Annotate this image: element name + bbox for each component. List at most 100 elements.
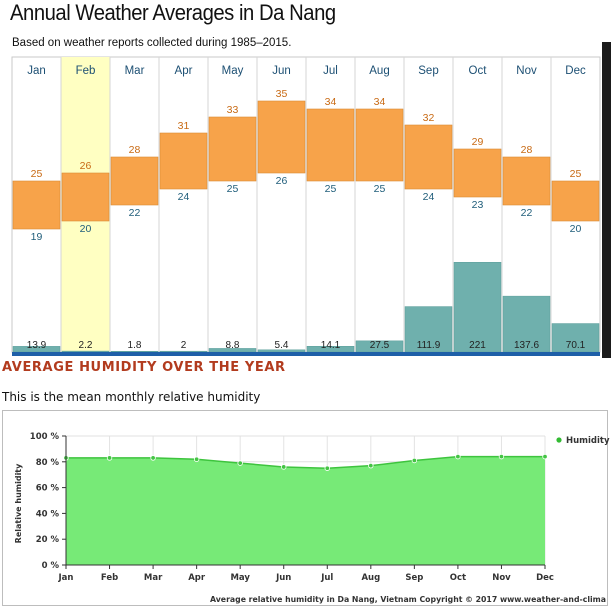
humidity-x-tick-label: Mar — [144, 573, 163, 583]
high-temp-label: 25 — [570, 168, 582, 180]
temperature-band — [12, 180, 61, 230]
humidity-y-tick-label: 20 % — [36, 535, 60, 545]
right-edge-strip — [602, 42, 611, 358]
high-temp-label: 28 — [129, 144, 141, 156]
humidity-x-tick-label: Apr — [188, 573, 206, 583]
month-label: Mar — [125, 65, 145, 77]
precipitation-label: 137.6 — [514, 340, 539, 351]
low-temp-label: 20 — [80, 223, 92, 235]
high-temp-label: 34 — [325, 96, 337, 108]
humidity-x-tick-label: Jul — [320, 573, 333, 583]
temperature-band — [551, 180, 600, 222]
precipitation-label: 2.2 — [79, 340, 93, 351]
month-label: Dec — [565, 65, 586, 77]
month-label: Jan — [27, 65, 46, 77]
weather-chart-subtitle: Based on weather reports collected durin… — [12, 37, 292, 49]
precipitation-label: 27.5 — [370, 340, 390, 351]
humidity-legend-marker — [556, 437, 562, 443]
month-label: May — [222, 65, 244, 77]
humidity-y-tick-label: 80 % — [36, 458, 60, 468]
precipitation-label: 70.1 — [566, 340, 586, 351]
precipitation-label: 221 — [469, 340, 486, 351]
humidity-x-tick-label: Jun — [275, 573, 291, 583]
low-temp-label: 26 — [276, 175, 288, 187]
humidity-line — [66, 455, 545, 470]
month-label: Feb — [76, 65, 96, 77]
humidity-x-tick-label: Sep — [405, 573, 423, 583]
low-temp-label: 22 — [521, 207, 533, 219]
low-temp-label: 24 — [178, 191, 190, 203]
temperature-band — [159, 132, 208, 190]
month-label: Aug — [369, 65, 389, 77]
precipitation-bar — [502, 295, 551, 353]
temperature-band — [61, 172, 110, 222]
month-label: Sep — [418, 65, 438, 77]
month-label: Oct — [469, 65, 488, 77]
weather-chart-baseline — [12, 352, 600, 356]
temperature-band — [502, 156, 551, 206]
month-label: Jun — [272, 65, 291, 77]
humidity-y-tick-label: 60 % — [36, 484, 60, 494]
humidity-point — [150, 455, 156, 461]
high-temp-label: 26 — [80, 160, 92, 172]
low-temp-label: 23 — [472, 199, 484, 211]
temperature-band — [355, 108, 404, 182]
humidity-point — [281, 464, 287, 470]
precipitation-label: 1.8 — [128, 340, 142, 351]
precipitation-label: 111.9 — [417, 340, 441, 351]
humidity-x-tick-label: Aug — [361, 573, 380, 583]
humidity-section-heading: AVERAGE HUMIDITY OVER THE YEAR — [2, 360, 286, 375]
humidity-x-tick-label: Nov — [492, 573, 511, 583]
humidity-point — [368, 462, 374, 469]
humidity-point — [411, 457, 418, 464]
precipitation-label: 2 — [181, 340, 187, 351]
temperature-band — [453, 148, 502, 198]
precipitation-bar — [404, 306, 453, 353]
high-temp-label: 25 — [31, 168, 43, 180]
precipitation-label: 13.9 — [27, 340, 47, 351]
low-temp-label: 25 — [374, 183, 386, 195]
humidity-y-tick-label: 40 % — [36, 509, 60, 519]
temperature-band — [208, 116, 257, 182]
precipitation-label: 14.1 — [321, 340, 341, 351]
low-temp-label: 25 — [325, 183, 337, 195]
precipitation-label: 5.4 — [275, 340, 289, 351]
humidity-x-tick-label: Feb — [101, 573, 118, 583]
high-temp-label: 32 — [423, 112, 435, 124]
humidity-area — [66, 456, 545, 565]
high-temp-label: 34 — [374, 96, 386, 108]
temperature-band — [110, 156, 159, 206]
humidity-x-tick-label: Jan — [58, 573, 74, 583]
low-temp-label: 20 — [570, 223, 582, 235]
humidity-x-tick-label: Oct — [450, 573, 466, 583]
humidity-point — [193, 456, 200, 462]
humidity-point — [324, 465, 330, 471]
humidity-y-tick-label: 100 % — [30, 432, 60, 442]
low-temp-label: 25 — [227, 183, 239, 195]
high-temp-label: 33 — [227, 104, 239, 116]
month-label: Jul — [323, 65, 338, 77]
precipitation-label: 8.8 — [226, 340, 240, 351]
temperature-band — [257, 100, 306, 174]
temperature-band — [404, 124, 453, 190]
humidity-chart-footer: Average relative humidity in Da Nang, Vi… — [210, 595, 606, 604]
high-temp-label: 29 — [472, 136, 484, 148]
high-temp-label: 28 — [521, 144, 533, 156]
precipitation-bar — [551, 323, 600, 353]
humidity-point — [237, 460, 243, 466]
month-label: Apr — [175, 65, 193, 77]
humidity-x-tick-label: Dec — [536, 573, 554, 583]
humidity-point — [542, 453, 548, 460]
high-temp-label: 35 — [276, 88, 288, 100]
humidity-legend-label: Humidity — [566, 436, 610, 446]
weather-chart-title: Annual Weather Averages in Da Nang — [10, 0, 336, 25]
month-label: Nov — [516, 65, 537, 77]
low-temp-label: 22 — [129, 207, 141, 219]
weather-averages-chart: Jan 13.9 25 19 Feb 2.2 26 20 Mar 1.8 28 22 Apr 2 31 24 M… — [11, 42, 611, 358]
humidity-section-description: This is the mean monthly relative humidi… — [2, 390, 261, 404]
humidity-point — [106, 455, 113, 461]
low-temp-label: 19 — [31, 231, 43, 243]
temperature-band — [306, 108, 355, 182]
humidity-y-axis-label: Relative humidity — [14, 463, 23, 543]
